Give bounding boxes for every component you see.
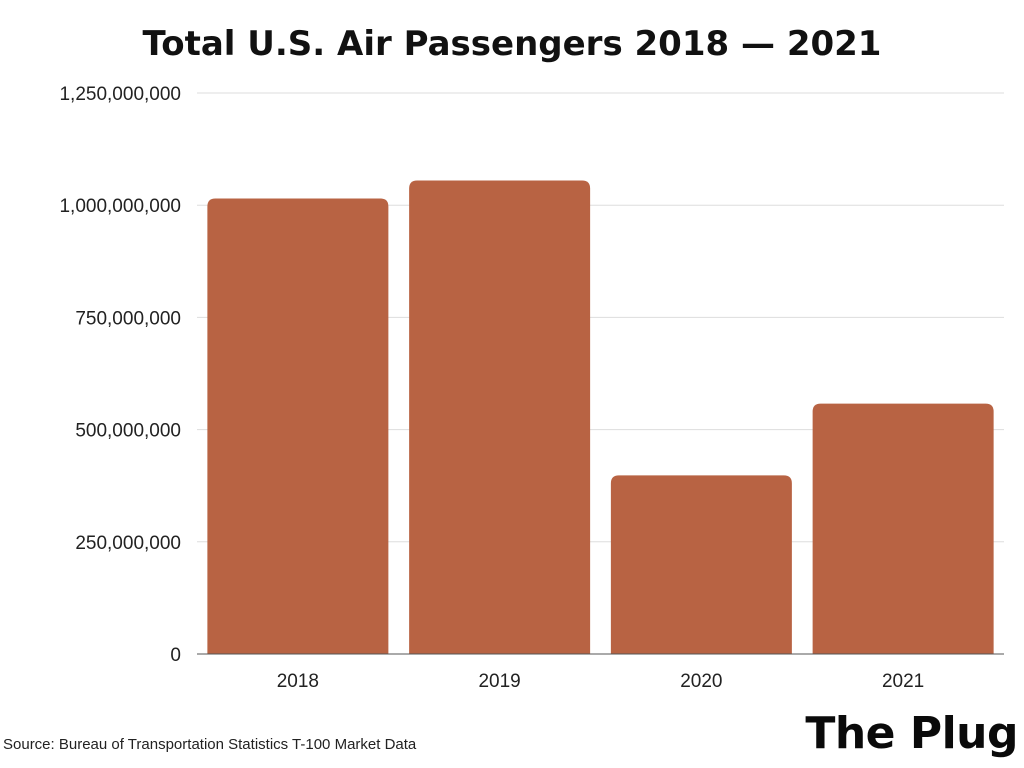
x-tick-label: 2018 — [277, 671, 319, 692]
y-axis-ticks: 0 250,000,000 500,000,000 750,000,000 1,000,… — [59, 84, 181, 666]
bar-2019 — [409, 180, 591, 655]
x-tick-label: 2019 — [478, 671, 520, 692]
x-axis-ticks: 2018 2019 2020 2021 — [277, 671, 925, 692]
bar-2021 — [812, 403, 994, 654]
y-tick-label: 500,000,000 — [75, 421, 181, 442]
y-tick-label: 750,000,000 — [75, 308, 181, 329]
source-note: Source: Bureau of Transportation Statist… — [3, 736, 417, 753]
bar-2020 — [610, 475, 792, 654]
chart-title: Total U.S. Air Passengers 2018 — 2021 — [142, 24, 882, 64]
x-tick-label: 2021 — [882, 671, 924, 692]
y-tick-label: 1,250,000,000 — [59, 84, 181, 105]
y-tick-label: 250,000,000 — [75, 533, 181, 554]
bar-2018 — [207, 198, 389, 654]
brand-logo: The Plug — [805, 708, 1018, 759]
bars — [207, 180, 994, 655]
y-tick-label: 1,000,000,000 — [59, 196, 181, 217]
x-tick-label: 2020 — [680, 671, 722, 692]
y-tick-label: 0 — [170, 645, 181, 666]
